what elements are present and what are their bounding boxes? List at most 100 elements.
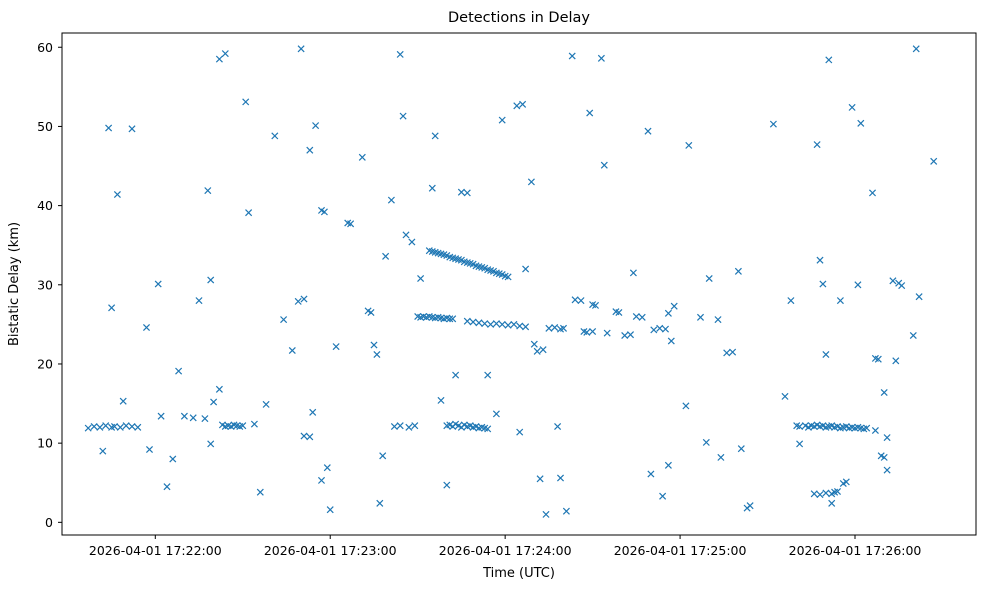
scatter-point — [204, 187, 212, 195]
y-tick-label: 10 — [37, 436, 53, 451]
y-tick-label: 50 — [37, 119, 53, 134]
scatter-point — [504, 273, 512, 281]
scatter-point — [632, 312, 640, 321]
scatter-point — [396, 50, 404, 58]
scatter-point — [288, 346, 296, 355]
scatter-point — [638, 313, 646, 321]
scatter-point — [522, 265, 530, 273]
scatter-point — [819, 280, 827, 288]
scatter-point — [332, 343, 340, 351]
scatter-point — [309, 408, 317, 416]
scatter-point — [347, 220, 355, 228]
scatter-point — [510, 320, 518, 328]
scatter-point — [659, 492, 667, 500]
scatter-point — [539, 346, 547, 354]
scatter-point — [239, 422, 247, 430]
x-tick-label: 2026-04-01 17:23:00 — [264, 543, 397, 558]
scatter-point — [615, 308, 623, 317]
scatter-point — [134, 423, 142, 431]
axes-border — [61, 32, 977, 536]
scatter-point — [746, 502, 754, 510]
scatter-point — [110, 422, 119, 431]
scatter-point — [868, 189, 877, 197]
chart-title: Detections in Delay — [448, 10, 590, 26]
scatter-point — [306, 146, 314, 154]
scatter-point — [390, 422, 398, 431]
scatter-point — [376, 499, 384, 507]
x-tick-label: 2026-04-01 17:25:00 — [614, 543, 747, 558]
scatter-point — [542, 510, 550, 518]
scatter-point — [84, 424, 92, 432]
scatter-point — [169, 455, 177, 463]
scatter-point — [825, 56, 833, 64]
scatter-point — [399, 112, 407, 120]
scatter-point — [242, 98, 250, 106]
scatter-point — [294, 297, 302, 305]
x-axis-label: Time (UTC) — [482, 566, 555, 581]
scatter-point — [892, 357, 900, 365]
scatter-point — [411, 422, 419, 430]
x-tick-label: 2026-04-01 17:22:00 — [89, 543, 222, 558]
scatter-point — [559, 324, 568, 332]
scatter-point — [781, 392, 789, 400]
scatter-point — [210, 398, 218, 406]
scatter-point — [705, 274, 713, 283]
scatter-point — [516, 428, 524, 436]
scatter-point — [702, 438, 710, 446]
scatter-point — [816, 491, 824, 499]
y-tick-label: 60 — [37, 40, 53, 55]
scatter-point — [577, 297, 585, 305]
scatter-point — [207, 276, 215, 284]
scatter-point — [484, 371, 492, 379]
x-tick-label: 2026-04-01 17:24:00 — [439, 543, 572, 558]
scatter-point — [787, 297, 795, 305]
scatter-point — [583, 328, 591, 336]
scatter-point — [417, 274, 425, 283]
axis-ticks: 2026-04-01 17:22:00 2026-04-01 17:23:00 20… — [37, 40, 921, 558]
scatter-point — [551, 323, 559, 332]
scatter-point — [828, 499, 836, 507]
scatter-point — [113, 190, 121, 199]
scatter-point — [358, 153, 366, 161]
scatter-point — [912, 45, 920, 53]
scatter-point — [769, 120, 777, 128]
scatter-point — [796, 422, 804, 431]
scatter-point — [874, 355, 882, 363]
scatter-point — [428, 184, 436, 192]
scatter-point — [554, 422, 562, 431]
scatter-point — [600, 161, 608, 169]
scatter-point — [382, 252, 390, 260]
scatter-point — [256, 488, 264, 496]
scatter-point — [154, 280, 162, 288]
scatter-point — [463, 317, 471, 325]
scatter-point — [370, 341, 378, 349]
scatter-point — [833, 487, 842, 496]
scatter-point — [504, 321, 512, 329]
scatter-point — [667, 337, 675, 345]
scatter-point — [446, 315, 454, 323]
scatter-point — [661, 325, 670, 333]
scatter-point — [656, 324, 664, 332]
scatter-point — [591, 301, 600, 309]
scatter-point — [513, 102, 521, 110]
scatter-point — [250, 420, 258, 428]
scatter-point — [527, 178, 535, 186]
scatter-point — [530, 340, 538, 348]
scatter-point — [898, 282, 906, 290]
scatter-point — [796, 440, 804, 448]
scatter-point — [723, 349, 731, 357]
scatter-point — [99, 447, 107, 455]
scatter-point — [262, 400, 270, 408]
scatter-point — [536, 475, 544, 483]
scatter-point — [396, 422, 404, 430]
scatter-point — [586, 109, 594, 117]
scatter-point — [108, 304, 116, 312]
scatter-point — [664, 309, 672, 317]
scatter-point — [871, 426, 879, 435]
x-tick-label: 2026-04-01 17:26:00 — [789, 543, 922, 558]
scatter-point — [306, 433, 314, 441]
scatter-point — [195, 297, 203, 305]
scatter-point — [603, 329, 611, 337]
scatter-point — [320, 208, 328, 216]
